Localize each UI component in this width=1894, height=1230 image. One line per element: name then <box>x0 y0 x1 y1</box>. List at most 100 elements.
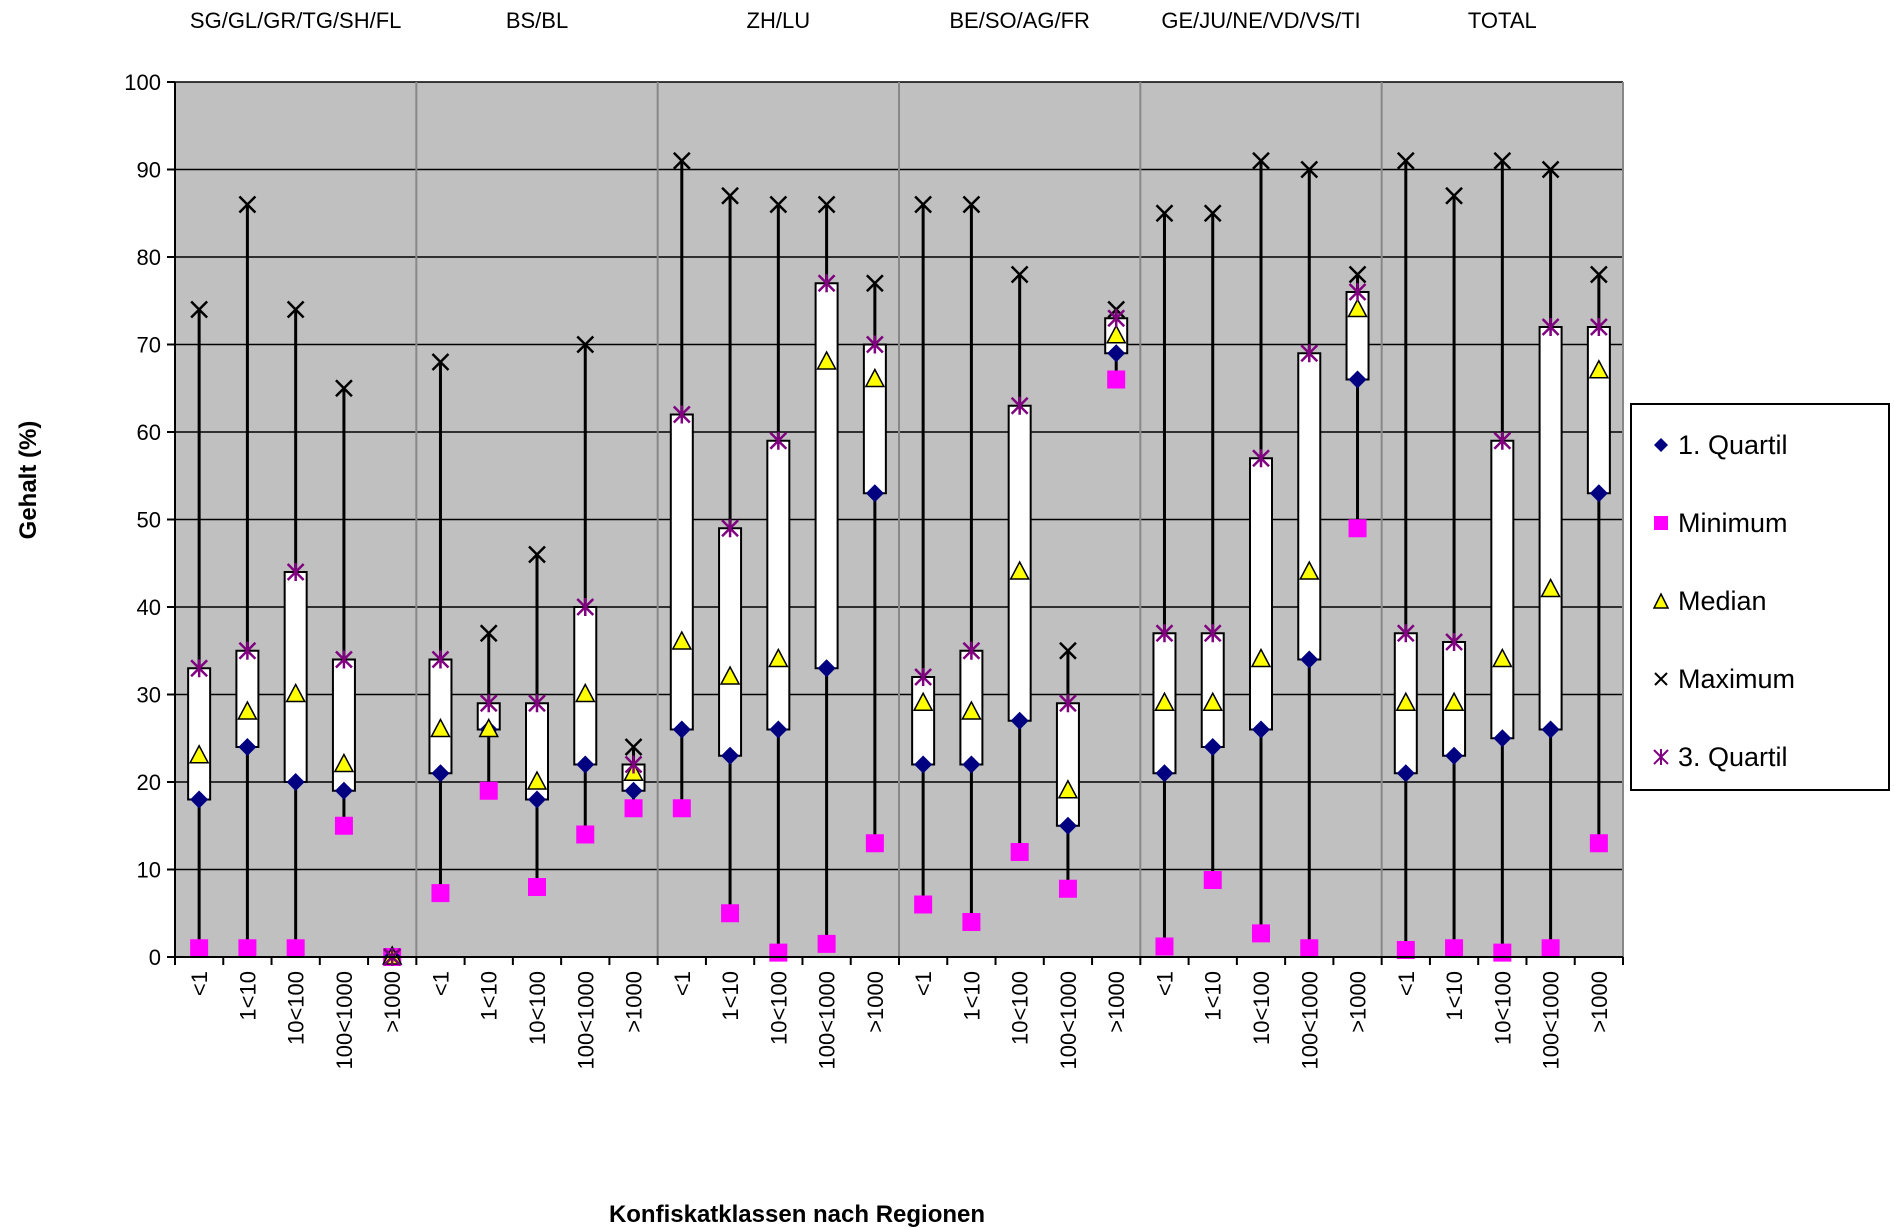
maximum-point <box>1348 265 1367 284</box>
median-point <box>864 367 886 388</box>
group-label: BS/BL <box>506 8 568 33</box>
group-label: TOTAL <box>1468 8 1537 33</box>
minimum-point <box>962 913 981 931</box>
minimum-point <box>238 939 257 958</box>
quartile1-point <box>1058 816 1077 835</box>
x-tick-label: 100<1000 <box>573 971 598 1070</box>
legend-label: 3. Quartil <box>1678 741 1788 772</box>
maximum-point <box>431 353 450 371</box>
iqr-box <box>1538 326 1563 731</box>
minimum-point <box>1300 939 1319 958</box>
x-tick-label: 10<100 <box>1008 971 1033 1045</box>
x-tick-label: 10<100 <box>1249 971 1274 1045</box>
median-point <box>1492 647 1513 668</box>
minimum-point <box>576 825 595 844</box>
iqr-box <box>766 439 791 731</box>
quartile3-point <box>721 519 739 538</box>
median-point <box>1540 577 1561 598</box>
x-tick-label: >1000 <box>1587 971 1612 1033</box>
legend-item-median: Median <box>1650 581 1767 621</box>
maximum-point <box>1203 204 1222 223</box>
triangle-icon <box>1652 592 1670 609</box>
x-tick-label: <1 <box>428 971 453 996</box>
quartile3-point <box>1155 624 1174 643</box>
x-tick-label: 1<10 <box>959 971 984 1021</box>
x-tick-label: 10<100 <box>1490 971 1515 1045</box>
x-tick-label: <1 <box>670 971 695 996</box>
iqr-box <box>862 343 887 495</box>
minimum-point <box>190 939 209 958</box>
minimum-point <box>1493 943 1512 962</box>
minimum-point <box>479 781 498 800</box>
maximum-point <box>238 195 257 214</box>
x-tick-label: 1<10 <box>1442 971 1467 1021</box>
asterisk-icon <box>1653 749 1669 765</box>
median-point <box>816 350 837 370</box>
x-axis-ticks: <1 1<10 10<100 100<1000 >1000 <1 1<10 10<100 100… <box>174 957 1624 1070</box>
iqr-box <box>814 282 839 670</box>
maximum-point <box>528 545 546 564</box>
maximum-point <box>1059 641 1077 660</box>
quartile1-point <box>865 484 884 503</box>
x-tick-label: >1000 <box>1104 971 1129 1033</box>
iqr-box <box>718 527 743 757</box>
x-tick-label: 10<100 <box>284 971 309 1045</box>
legend: 1. Quartil Minimum Median Maximum 3. Qua… <box>1630 403 1890 791</box>
x-tick-label: 1<10 <box>718 971 743 1021</box>
quartile1-point <box>528 790 546 809</box>
x-tick-label: >1000 <box>1346 971 1371 1033</box>
quartile3-point <box>1348 283 1367 301</box>
iqr-box <box>1055 702 1080 827</box>
minimum-point <box>1058 879 1077 898</box>
quartile1-point <box>1589 484 1608 503</box>
median-point <box>1202 691 1223 711</box>
y-tick-label: 10 <box>137 858 161 883</box>
quartile1-point <box>914 755 933 774</box>
quartile1-point <box>817 659 836 678</box>
quartile1-point <box>1107 344 1126 363</box>
x-tick-label: 100<1000 <box>815 971 840 1070</box>
quartile3-point <box>1010 396 1029 415</box>
iqr-box <box>669 413 694 731</box>
group-labels: SG/GL/GR/TG/SH/FL BS/BL ZH/LU BE/SO/AG/FR GE… <box>190 8 1537 33</box>
quartile3-point <box>286 563 305 581</box>
minimum-point <box>1155 937 1174 956</box>
legend-item-quartile1: 1. Quartil <box>1650 425 1788 465</box>
minimum-point <box>817 934 836 953</box>
data-marks <box>188 151 1610 966</box>
x-tick-label: 1<10 <box>235 971 260 1021</box>
y-axis-ticks: 0 10 20 30 40 50 60 70 80 90 100 <box>124 70 175 970</box>
median-point <box>1299 560 1320 580</box>
median-point <box>912 691 934 711</box>
quartile3-point <box>335 650 353 669</box>
group-label: SG/GL/GR/TG/SH/FL <box>190 8 401 33</box>
maximum-point <box>1396 151 1415 170</box>
maximum-point <box>1155 204 1174 223</box>
maximum-point <box>286 300 305 319</box>
legend-item-minimum: Minimum <box>1650 503 1788 543</box>
quartile1-point <box>576 755 595 774</box>
x-tick-label: <1 <box>1394 971 1419 996</box>
median-point <box>671 630 693 650</box>
minimum-point <box>1445 939 1464 958</box>
x-axis-title: Konfiskatklassen nach Regionen <box>609 1201 985 1228</box>
quartile1-point <box>721 746 740 765</box>
median-point <box>1443 691 1465 711</box>
quartile1-point <box>962 755 981 774</box>
quartile1-point <box>1300 650 1319 669</box>
minimum-point <box>286 939 305 958</box>
y-tick-label: 90 <box>137 158 161 183</box>
minimum-point <box>914 895 933 914</box>
y-axis-title: Gehalt (%) <box>15 421 42 540</box>
quartile3-point <box>528 694 546 713</box>
quartile3-point <box>1396 624 1415 643</box>
legend-label: 1. Quartil <box>1678 429 1788 460</box>
maximum-point <box>1445 186 1463 205</box>
minimum-point <box>1541 939 1560 958</box>
minimum-point <box>1203 871 1222 889</box>
x-tick-label: >1000 <box>863 971 888 1033</box>
quartile1-point <box>1252 720 1270 739</box>
median-point <box>1395 691 1417 711</box>
median-point <box>1105 324 1127 344</box>
